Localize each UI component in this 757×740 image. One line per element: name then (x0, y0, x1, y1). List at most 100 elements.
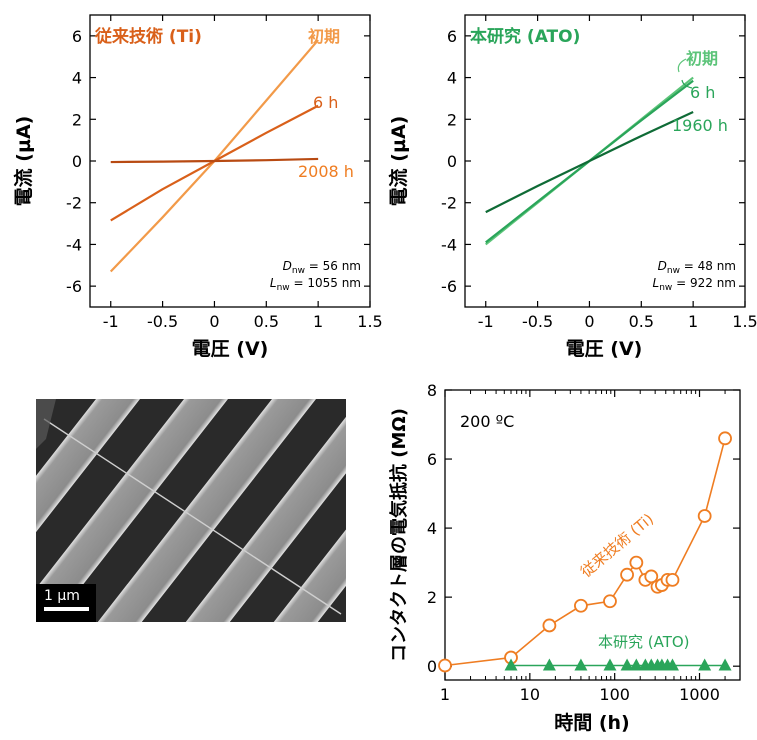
y-tick-labels: -6 -4 -2 0 2 4 6 (441, 27, 457, 296)
nanowire (43, 418, 342, 615)
y-tick-label: 2 (72, 110, 82, 129)
data-point-triangle (574, 658, 588, 671)
scale-bar-label: 1 µm (44, 588, 80, 604)
x-tick-label: 1 (313, 312, 323, 331)
series-line-2 (485, 110, 694, 214)
iv-chart-ti: -1 -0.5 0 0.5 1 1.5 -6 -4 -2 0 2 4 6 従来技術 (Ti) 初期 6… (12, 14, 383, 360)
chart-title: 本研究 (ATO) (470, 26, 580, 47)
x-tick-label: -1 (103, 312, 119, 331)
data-point-triangle (542, 658, 556, 671)
diameter-annotation: Dnw = 48 nm (658, 259, 736, 276)
y-tick-label: 0 (427, 657, 437, 676)
axis-ticks (444, 389, 741, 680)
y-axis-label: 電流 (µA) (387, 116, 410, 207)
x-tick-label: 1 (688, 312, 698, 331)
series-label-2008h: 2008 h (298, 162, 354, 181)
y-tick-label: 4 (72, 69, 82, 88)
y-tick-label: 4 (427, 519, 437, 538)
y-tick-label: -2 (441, 194, 457, 213)
resistance-chart: 1 10 100 1000 0 2 4 6 8 200 ºC 従来技術 (Ti) 本研究 (A… (388, 381, 741, 734)
y-axis-label: コンタクト層の電気抵抗 (MΩ) (388, 408, 410, 662)
x-tick-label: 1 (440, 685, 450, 704)
y-tick-label: 6 (447, 27, 457, 46)
data-point-circle (644, 569, 659, 584)
y-tick-label: 2 (447, 110, 457, 129)
x-tick-label: 100 (599, 685, 630, 704)
data-point-circle (629, 555, 644, 570)
series-label-ato: 本研究 (ATO) (598, 633, 690, 651)
y-tick-label: -4 (66, 235, 82, 254)
series-label-ti: 従来技術 (Ti) (577, 510, 657, 581)
y-tick-label: -6 (66, 277, 82, 296)
iv-chart-ato: -1 -0.5 0 0.5 1 1.5 -6 -4 -2 0 2 4 6 本研究 (ATO) 初期 6… (387, 14, 757, 360)
series-lines (485, 76, 694, 246)
data-point-triangle (718, 658, 732, 671)
x-tick-labels: -1 -0.5 0 0.5 1 1.5 (478, 312, 757, 331)
x-axis-label: 時間 (h) (554, 712, 630, 734)
length-annotation: Lnw = 922 nm (653, 276, 736, 293)
electrode-stripes (36, 399, 346, 622)
x-tick-labels: 1 10 100 1000 (440, 685, 720, 704)
series-label-initial: 初期 (686, 49, 718, 68)
y-tick-label: 6 (72, 27, 82, 46)
y-tick-label: 4 (447, 69, 457, 88)
label-leader-line (681, 79, 693, 89)
sem-micrograph: 1 µm (36, 399, 346, 622)
data-point-triangle (665, 658, 679, 671)
length-annotation: Lnw = 1055 nm (270, 276, 361, 293)
data-point-triangle (504, 658, 518, 671)
x-axis-label: 電圧 (V) (192, 338, 269, 360)
data-point-circle (665, 572, 680, 587)
data-point-circle (542, 618, 557, 633)
data-point-triangle (698, 658, 712, 671)
x-tick-label: 0 (584, 312, 594, 331)
chart-title: 従来技術 (Ti) (94, 26, 202, 47)
x-tick-label: -1 (478, 312, 494, 331)
data-point-triangle (620, 658, 634, 671)
y-tick-label: -2 (66, 194, 82, 213)
x-tick-label: 1000 (679, 685, 720, 704)
data-point-circle (718, 431, 732, 446)
series-line-1 (110, 104, 319, 222)
scale-bar: 1 µm (36, 584, 96, 622)
diameter-annotation: Dnw = 56 nm (283, 259, 361, 276)
y-tick-label: 8 (427, 381, 437, 400)
series-markers (438, 431, 732, 673)
data-point-circle (620, 567, 634, 582)
data-point-circle (438, 658, 452, 673)
scale-bar-line (44, 607, 89, 611)
x-tick-label: 1.5 (357, 312, 382, 331)
y-tick-labels: -6 -4 -2 0 2 4 6 (66, 27, 82, 296)
series-label-1960h: 1960 h (672, 116, 728, 135)
series-line-2 (110, 157, 319, 164)
series-label-6h: 6 h (690, 83, 715, 102)
data-point-triangle (603, 658, 617, 671)
data-point-circle (574, 598, 588, 613)
x-tick-label: 0.5 (254, 312, 279, 331)
data-point-triangle (629, 658, 643, 671)
plot-frame (444, 389, 741, 681)
series-label-6h: 6 h (313, 93, 338, 112)
y-tick-label: 0 (72, 152, 82, 171)
series-line-0 (109, 39, 319, 273)
x-tick-label: -0.5 (147, 312, 178, 331)
y-tick-label: 2 (427, 588, 437, 607)
axis-ticks (465, 15, 746, 307)
x-tick-label: 1.5 (732, 312, 757, 331)
series-lines (109, 39, 319, 273)
x-tick-label: -0.5 (522, 312, 553, 331)
x-tick-label: 10 (520, 685, 540, 704)
y-tick-label: -6 (441, 277, 457, 296)
label-leader-line (677, 58, 687, 73)
y-tick-label: 6 (427, 450, 437, 469)
x-tick-labels: -1 -0.5 0 0.5 1 1.5 (103, 312, 383, 331)
temperature-label: 200 ºC (460, 412, 514, 431)
y-tick-label: -4 (441, 235, 457, 254)
x-tick-label: 0.5 (629, 312, 654, 331)
series-label-initial: 初期 (308, 27, 340, 46)
x-tick-label: 0 (209, 312, 219, 331)
series-line-0 (444, 438, 726, 667)
y-axis-label: 電流 (µA) (12, 116, 35, 207)
y-tick-label: 0 (447, 152, 457, 171)
